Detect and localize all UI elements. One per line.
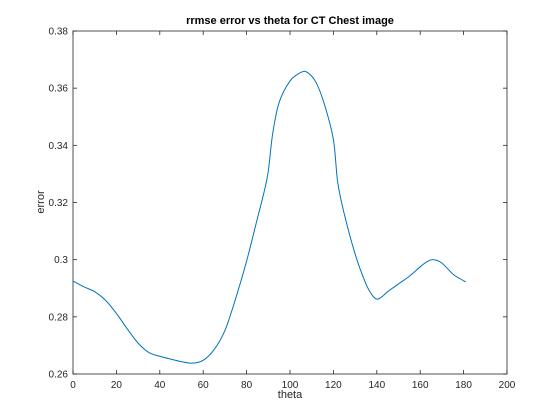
x-tick-label: 200 <box>499 380 516 391</box>
plot-area <box>72 30 508 375</box>
y-tick-label: 0.26 <box>49 370 69 381</box>
y-tick-label: 0.38 <box>49 27 69 38</box>
x-tick-label: 100 <box>282 380 299 391</box>
series-line <box>72 70 467 364</box>
y-tick-label: 0.28 <box>49 312 69 323</box>
x-tick-label: 180 <box>455 380 472 391</box>
x-tick-label: 20 <box>111 380 123 391</box>
x-axis-label: theta <box>278 389 303 401</box>
x-tick-label: 40 <box>154 380 166 391</box>
y-tick-label: 0.32 <box>49 198 69 209</box>
x-tick-label: 0 <box>70 380 76 391</box>
x-tick-label: 60 <box>198 380 210 391</box>
x-tick-label: 160 <box>412 380 429 391</box>
y-axis-label: error <box>35 190 47 214</box>
x-tick-label: 80 <box>241 380 253 391</box>
y-tick-label: 0.3 <box>54 255 68 266</box>
series-layer <box>72 70 467 364</box>
y-axis-ticks: 0.26 0.28 0.3 0.32 0.34 0.36 0.38 <box>49 27 507 381</box>
x-axis-ticks: 0 20 40 60 80 100 120 140 160 180 200 <box>70 31 516 391</box>
x-tick-label: 140 <box>368 380 385 391</box>
y-tick-label: 0.34 <box>49 141 69 152</box>
x-tick-label: 120 <box>325 380 342 391</box>
y-tick-label: 0.36 <box>49 84 69 95</box>
chart-title: rrmse error vs theta for CT Chest image <box>186 15 394 27</box>
